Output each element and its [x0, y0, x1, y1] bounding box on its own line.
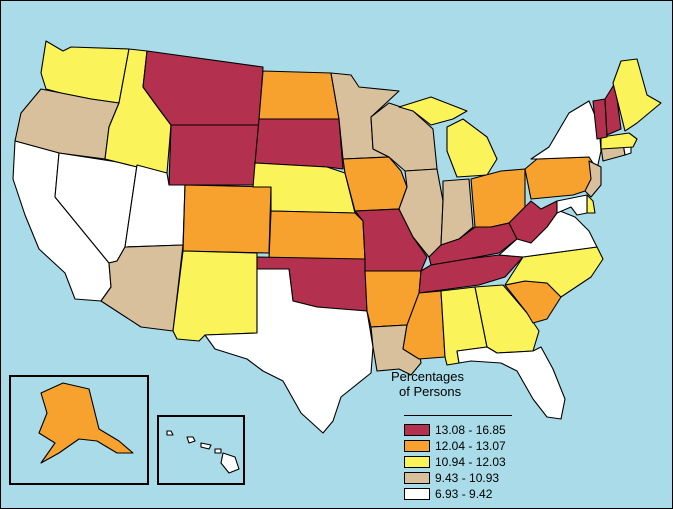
legend-item: 9.43 - 10.93: [404, 470, 499, 485]
legend-title: Percentages of Persons: [391, 369, 464, 399]
legend-item: 12.04 - 13.07: [404, 438, 506, 453]
legend-label: 13.08 - 16.85: [435, 422, 506, 437]
legend-label: 6.93 - 9.42: [435, 486, 493, 501]
state-TX: [204, 268, 374, 434]
state-MA: [600, 132, 638, 150]
state-VT: [592, 98, 608, 140]
legend-swatch: [404, 423, 430, 436]
state-KS: [268, 210, 366, 260]
legend-swatch: [404, 487, 430, 500]
state-HI: [166, 430, 240, 474]
legend-swatch: [404, 471, 430, 484]
state-CO: [182, 184, 272, 254]
legend-swatch: [404, 455, 430, 468]
legend-label: 10.94 - 12.03: [435, 454, 506, 469]
state-WY: [168, 124, 260, 186]
state-MD: [556, 194, 588, 216]
legend-label: 9.43 - 10.93: [435, 470, 500, 485]
legend-title-line-1: Percentages: [391, 369, 464, 384]
state-AK: [38, 382, 134, 464]
legend-divider: [404, 415, 512, 416]
state-SD: [254, 118, 344, 170]
legend-title-line-2: of Persons: [399, 384, 462, 399]
legend-item: 6.93 - 9.42: [404, 486, 492, 501]
legend-swatch: [404, 439, 430, 452]
legend-item: 10.94 - 12.03: [404, 454, 506, 469]
alaska-inset-frame: [9, 375, 149, 485]
state-MI: [398, 96, 498, 178]
legend-label: 12.04 - 13.07: [435, 438, 506, 453]
state-IA: [342, 156, 408, 212]
hawaii-inset-frame: [157, 415, 245, 485]
state-ND: [258, 70, 340, 120]
legend-item: 13.08 - 16.85: [404, 422, 506, 437]
state-NC: [504, 246, 604, 298]
state-FL: [456, 346, 566, 420]
state-NH: [604, 82, 622, 136]
state-ME: [612, 58, 662, 132]
state-DE: [586, 194, 596, 214]
state-NM: [172, 250, 258, 342]
state-NJ: [584, 160, 602, 198]
